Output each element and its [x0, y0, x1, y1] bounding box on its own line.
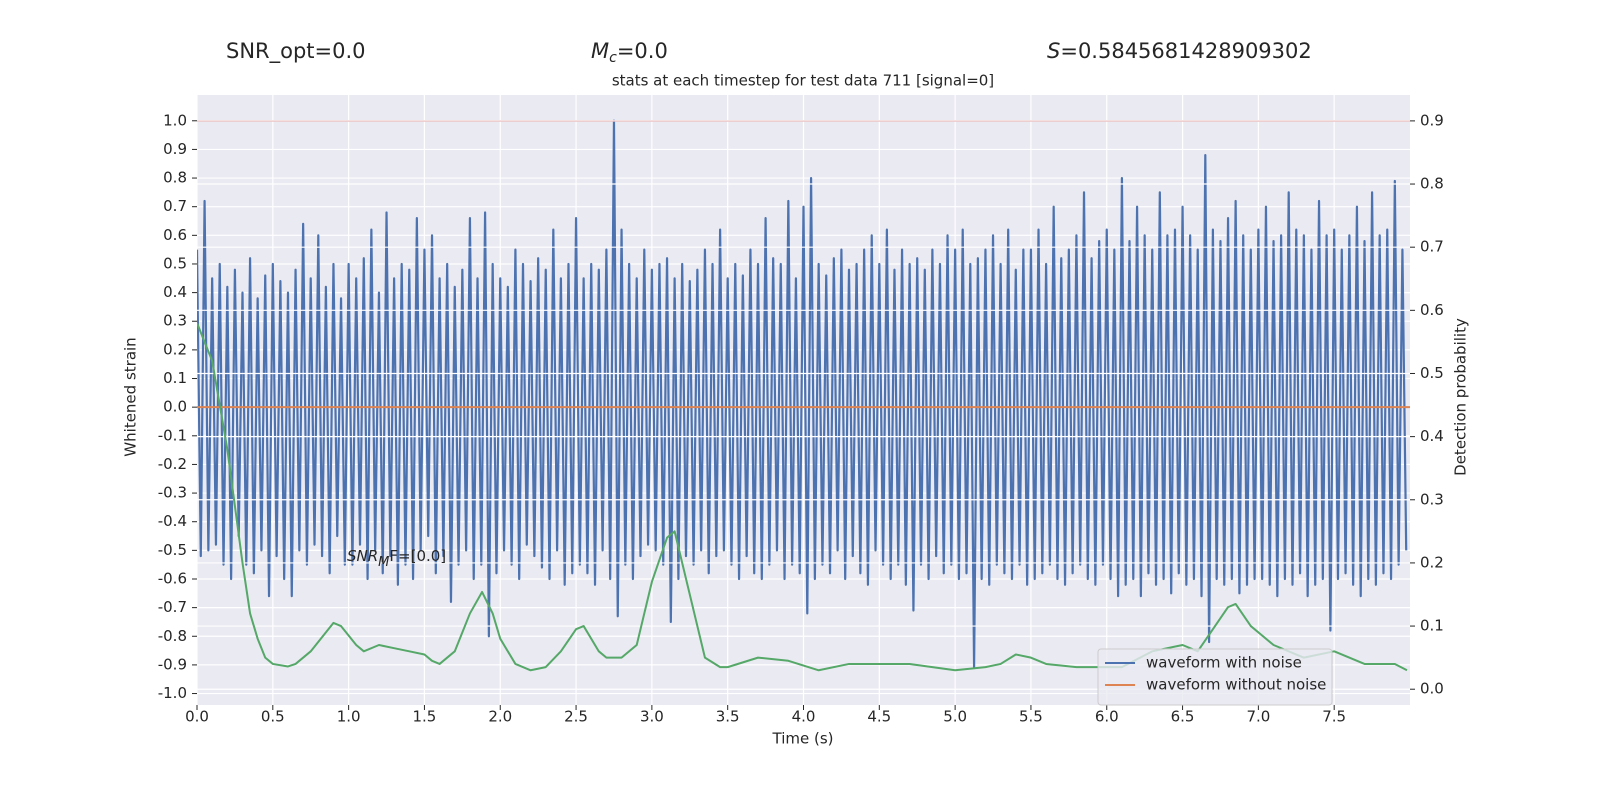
y-tick-label: 0.3 — [163, 312, 187, 330]
x-tick-label: 7.0 — [1246, 708, 1270, 726]
y2-axis-label: Detection probability — [1452, 318, 1470, 476]
y-tick-label: 0.4 — [163, 283, 187, 301]
value: F=[0.0] — [389, 547, 446, 565]
annotation: SNRMF=[0.0] — [347, 547, 446, 570]
subscript: c — [609, 50, 617, 66]
y-tick-label: 0.5 — [163, 254, 187, 272]
legend-label: waveform with noise — [1146, 654, 1302, 672]
x-tick-label: 0.5 — [261, 708, 285, 726]
y2-tick-label: 0.9 — [1420, 111, 1444, 129]
y-tick-label: 0.9 — [163, 140, 187, 158]
x-axis-label: Time (s) — [772, 730, 834, 748]
symbol: M — [591, 39, 609, 63]
value: =0.5845681428909302 — [1060, 39, 1311, 63]
y-axis-label: Whitened strain — [122, 337, 140, 456]
x-tick-label: 2.5 — [564, 708, 588, 726]
x-tick-label: 1.5 — [413, 708, 437, 726]
x-tick-label: 3.5 — [716, 708, 740, 726]
legend-label: waveform without noise — [1146, 676, 1326, 694]
y-tick-label: 0.6 — [163, 226, 187, 244]
series-line — [197, 119, 1408, 669]
y-tick-label: -0.5 — [158, 541, 187, 559]
x-tick-label: 7.5 — [1322, 708, 1346, 726]
y-tick-label: -0.6 — [158, 569, 187, 587]
x-tick-label: 3.0 — [640, 708, 664, 726]
y2-tick-label: 0.7 — [1420, 238, 1444, 256]
y-tick-label: -0.3 — [158, 484, 187, 502]
y-tick-label: -0.7 — [158, 598, 187, 616]
y2-tick-label: 0.4 — [1420, 427, 1444, 445]
chart-title: stats at each timestep for test data 711… — [612, 72, 994, 90]
x-tick-label: 6.5 — [1171, 708, 1195, 726]
y-tick-label: -0.2 — [158, 455, 187, 473]
value: =0.0 — [617, 39, 668, 63]
symbol: S — [1047, 39, 1060, 63]
y2-tick-label: 0.8 — [1420, 175, 1444, 193]
y2-tick-label: 0.5 — [1420, 364, 1444, 382]
y-tick-label: -1.0 — [158, 684, 187, 702]
y2-tick-label: 0.0 — [1420, 680, 1444, 698]
subscript: M — [378, 555, 389, 570]
y-tick-label: 0.7 — [163, 197, 187, 215]
y2-tick-label: 0.2 — [1420, 553, 1444, 571]
legend-box — [1097, 648, 1333, 706]
y-tick-label: 0.1 — [163, 369, 187, 387]
y-tick-label: -0.1 — [158, 426, 187, 444]
x-tick-label: 5.0 — [943, 708, 967, 726]
chirp-mass-label: Mc=0.0 — [591, 39, 668, 66]
y-tick-label: 0.8 — [163, 169, 187, 187]
score-label: S=0.5845681428909302 — [1047, 39, 1312, 63]
y-tick-label: 0.2 — [163, 340, 187, 358]
y2-tick-label: 0.1 — [1420, 617, 1444, 635]
y-tick-label: -0.9 — [158, 655, 187, 673]
x-tick-label: 1.0 — [337, 708, 361, 726]
x-tick-label: 0.0 — [185, 708, 209, 726]
x-tick-label: 5.5 — [1019, 708, 1043, 726]
x-tick-label: 6.0 — [1095, 708, 1119, 726]
y2-tick-label: 0.6 — [1420, 301, 1444, 319]
x-tick-label: 2.0 — [488, 708, 512, 726]
y-tick-label: 0.0 — [163, 398, 187, 416]
symbol: SNR — [347, 547, 378, 565]
plot — [196, 95, 1410, 705]
y-tick-label: 1.0 — [163, 111, 187, 129]
y-tick-label: -0.8 — [158, 627, 187, 645]
y2-tick-label: 0.3 — [1420, 490, 1444, 508]
x-tick-label: 4.5 — [867, 708, 891, 726]
snr-opt-label: SNR_opt=0.0 — [226, 39, 366, 64]
x-tick-label: 4.0 — [792, 708, 816, 726]
legend: waveform with noise waveform without nois… — [1097, 648, 1333, 706]
y-tick-label: -0.4 — [158, 512, 187, 530]
